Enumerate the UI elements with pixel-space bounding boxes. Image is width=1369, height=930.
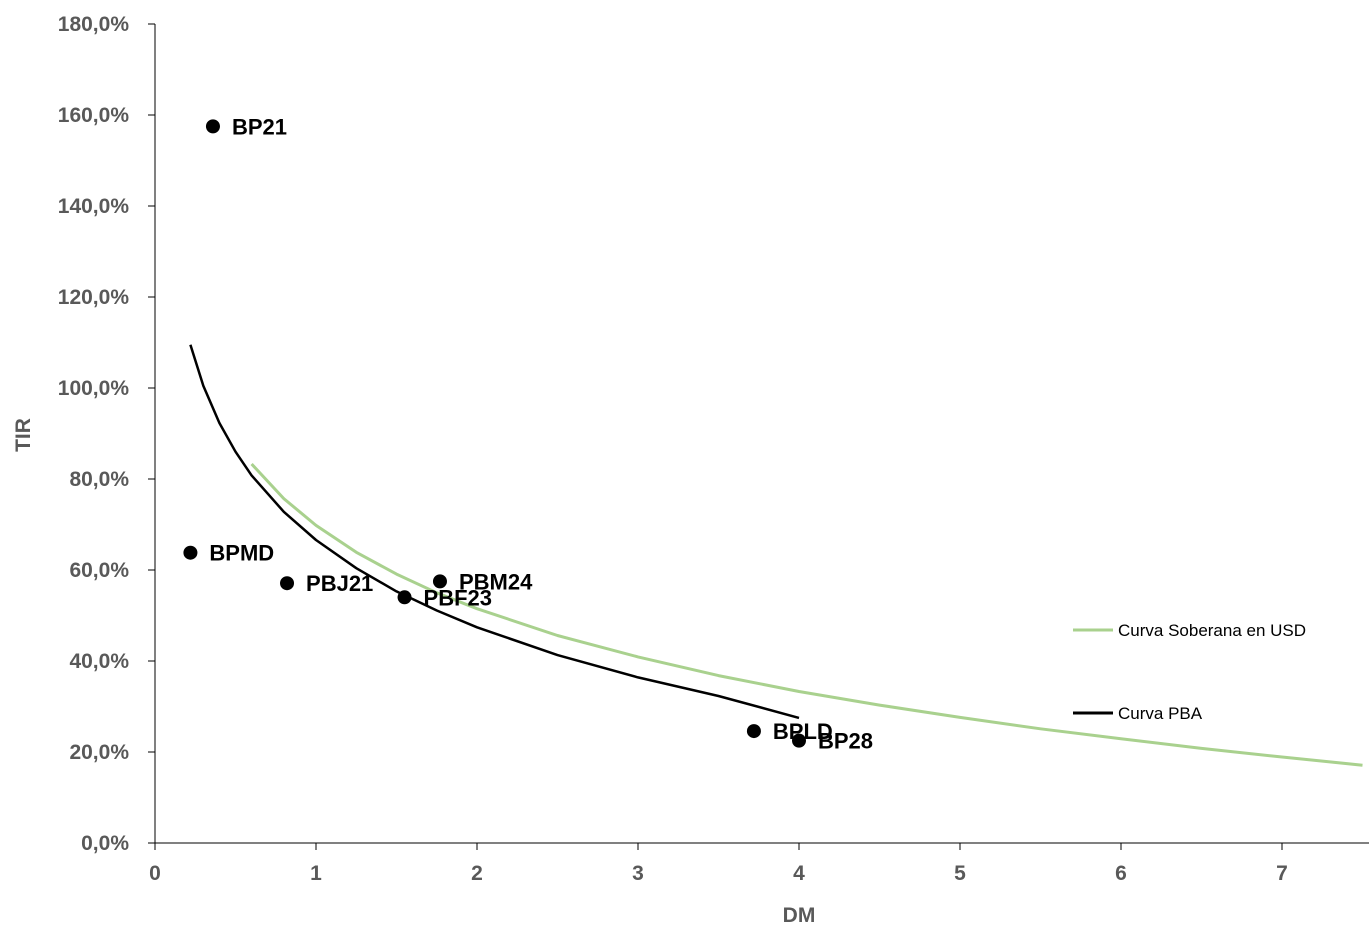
data-point-bpld	[746, 724, 761, 739]
y-tick-label: 20,0%	[69, 741, 129, 764]
x-tick-label: 1	[310, 862, 322, 885]
data-point-label: PBM24	[459, 569, 533, 594]
data-point-label: PBF23	[424, 585, 492, 610]
legend-label: Curva Soberana en USD	[1118, 621, 1306, 640]
x-tick-label: 6	[1115, 862, 1127, 885]
y-tick-label: 120,0%	[58, 286, 130, 309]
x-tick-label: 3	[632, 862, 644, 885]
y-tick-label: 60,0%	[69, 559, 129, 582]
series-lines	[189, 344, 1363, 767]
data-point-label: BPMD	[209, 541, 274, 566]
x-tick-label: 7	[1276, 862, 1288, 885]
x-tick-label: 2	[471, 862, 483, 885]
data-point-label: BP28	[818, 729, 873, 754]
y-tick-label: 100,0%	[58, 377, 130, 400]
data-point-label: PBJ21	[306, 571, 373, 596]
legend-label: Curva PBA	[1118, 704, 1203, 723]
x-tick-label: 4	[793, 862, 805, 885]
data-point-pbj21	[280, 576, 295, 591]
y-axis-title: TIR	[12, 418, 35, 452]
data-point-bpmd	[183, 545, 198, 560]
legend: Curva Soberana en USD Curva PBA	[1073, 621, 1306, 723]
x-axis-title: DM	[783, 904, 816, 927]
y-tick-label: 140,0%	[58, 195, 130, 218]
y-axis-ticks: 0,0% 20,0% 40,0% 60,0% 80,0% 100,0% 120,0% 140,…	[58, 13, 155, 855]
axes	[154, 24, 1369, 844]
y-tick-label: 80,0%	[69, 468, 129, 491]
data-point-label: BP21	[232, 114, 287, 139]
y-tick-label: 0,0%	[81, 832, 129, 855]
x-tick-label: 0	[149, 862, 161, 885]
x-axis-ticks: 0 1 2 3 4 5 6 7	[149, 843, 1288, 885]
y-tick-label: 180,0%	[58, 13, 130, 36]
x-tick-label: 5	[954, 862, 966, 885]
y-tick-label: 40,0%	[69, 650, 129, 673]
series-line-curva-soberana-usd	[250, 462, 1363, 767]
data-point-bp28	[792, 733, 806, 748]
data-point-bp21	[205, 119, 220, 134]
data-point-pbm24	[432, 574, 447, 589]
series-line-curva-pba	[189, 344, 800, 720]
y-tick-label: 160,0%	[58, 104, 130, 127]
data-point-pbf23	[397, 590, 412, 605]
